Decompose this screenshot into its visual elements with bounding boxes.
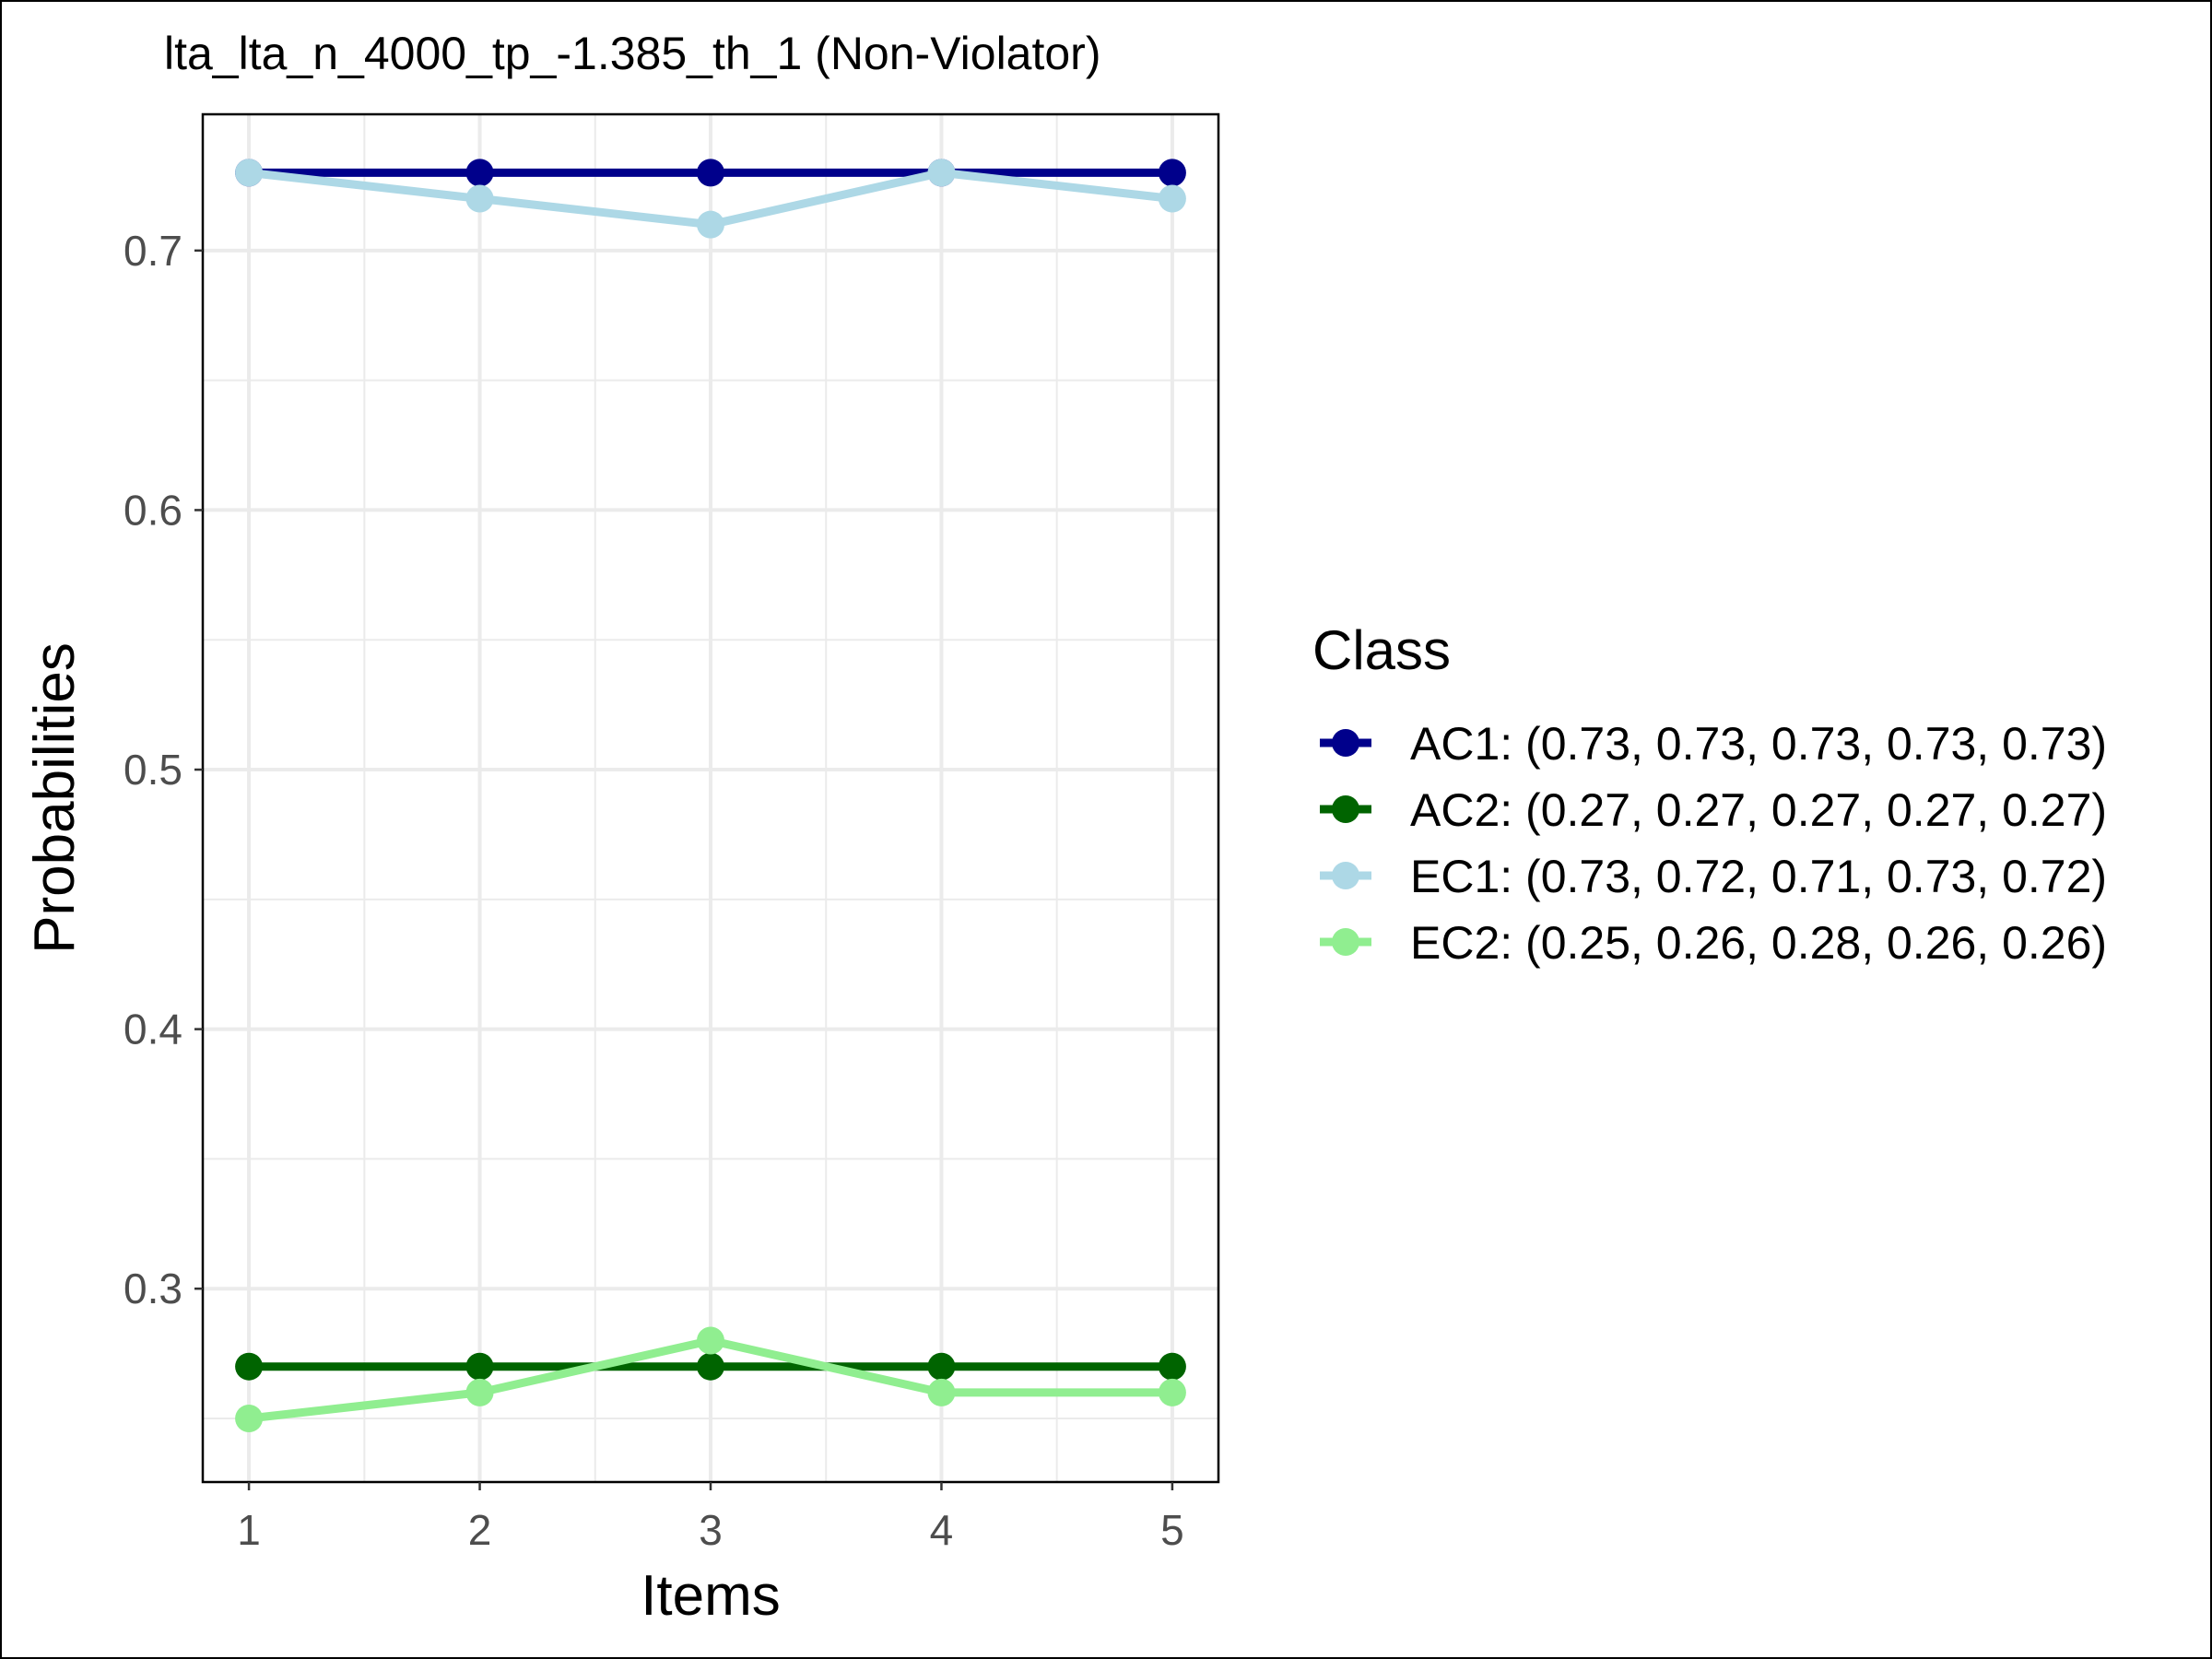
chart-title: lta_lta_n_4000_tp_-1.385_th_1 (Non-Viola…	[164, 28, 1100, 79]
y-tick-label: 0.7	[124, 227, 182, 275]
data-point-ec2	[927, 1378, 956, 1406]
data-point-ec1	[927, 159, 956, 187]
data-point-ac2	[927, 1352, 956, 1381]
data-point-ac2	[235, 1352, 264, 1381]
data-point-ec1	[697, 210, 724, 239]
data-point-ec1	[1158, 184, 1186, 213]
x-axis-title: Items	[641, 1564, 781, 1628]
legend-label-ac2: AC2: (0.27, 0.27, 0.27, 0.27, 0.27)	[1410, 784, 2107, 836]
legend-key-point-ac2	[1332, 795, 1359, 823]
y-axis-title: Probabilities	[23, 642, 87, 954]
series-layer	[235, 159, 1186, 1433]
x-tick-label: 1	[237, 1506, 261, 1554]
legend-label-ec1: EC1: (0.73, 0.72, 0.71, 0.73, 0.72)	[1410, 851, 2107, 902]
major-gridlines	[203, 114, 1218, 1482]
data-point-ac1	[697, 159, 724, 187]
y-tick-label: 0.5	[124, 746, 182, 794]
data-point-ec2	[235, 1405, 264, 1433]
y-axis-ticks: 0.3 0.4 0.5 0.6 0.7	[124, 227, 203, 1312]
data-point-ac2	[465, 1352, 494, 1381]
legend-key-point-ec2	[1332, 928, 1359, 956]
legend-items: AC1: (0.73, 0.73, 0.73, 0.73, 0.73) AC2: …	[1320, 718, 2107, 969]
x-tick-label: 2	[468, 1506, 492, 1554]
data-point-ec2	[465, 1378, 494, 1406]
legend-label-ec2: EC2: (0.25, 0.26, 0.28, 0.26, 0.26)	[1410, 917, 2107, 969]
legend: Class AC1: (0.73, 0.73, 0.73, 0.73, 0.73…	[1312, 619, 2107, 969]
legend-key-point-ec1	[1332, 862, 1359, 889]
y-tick-label: 0.4	[124, 1006, 182, 1053]
data-point-ac2	[1158, 1352, 1186, 1381]
x-tick-label: 5	[1160, 1506, 1184, 1554]
y-tick-label: 0.3	[124, 1265, 182, 1312]
data-point-ec1	[235, 159, 264, 187]
legend-label-ac1: AC1: (0.73, 0.73, 0.73, 0.73, 0.73)	[1410, 718, 2107, 770]
data-point-ec2	[697, 1326, 724, 1355]
data-point-ec2	[1158, 1378, 1186, 1406]
x-axis-ticks: 1 2 3 4 5	[237, 1482, 1184, 1554]
x-tick-label: 3	[699, 1506, 723, 1554]
data-point-ec1	[465, 184, 494, 213]
y-tick-label: 0.6	[124, 486, 182, 534]
data-point-ac2	[697, 1352, 724, 1381]
data-point-ac1	[1158, 159, 1186, 187]
legend-title: Class	[1312, 619, 1451, 681]
x-tick-label: 4	[930, 1506, 954, 1554]
legend-key-point-ac1	[1332, 729, 1359, 757]
data-point-ac1	[465, 159, 494, 187]
